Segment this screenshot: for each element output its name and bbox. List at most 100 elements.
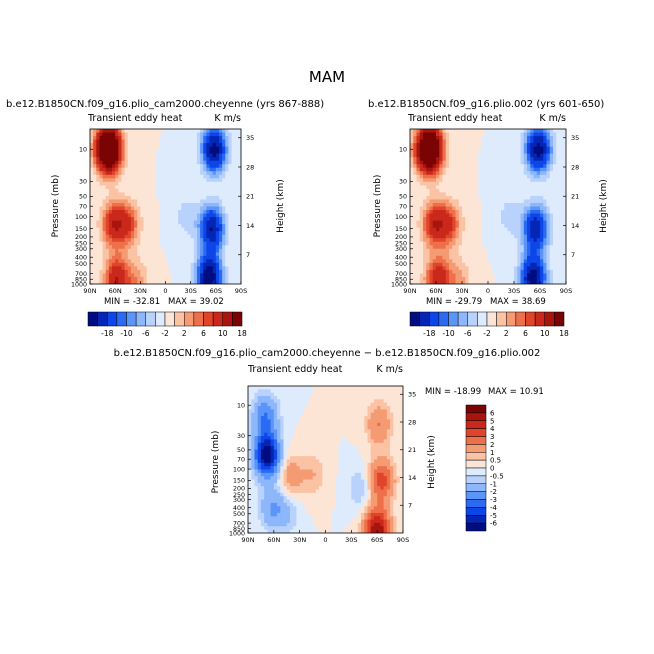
field-cell [234,276,239,282]
field-cell [162,139,167,144]
field-cell [93,238,97,243]
field-cell [112,224,116,229]
field-cell [105,188,110,194]
field-cell [203,153,207,158]
field-cell [209,276,214,282]
field-cell [190,153,195,158]
field-cell [174,178,179,183]
field-cell [536,220,541,225]
field-cell [286,406,291,410]
field-cell [168,206,173,211]
field-cell [520,129,525,134]
field-cell [165,132,170,137]
field-cell [190,252,195,257]
field-cell [553,220,557,225]
field-cell [257,392,262,397]
field-cell [193,192,198,197]
field-cell [162,217,167,222]
field-cell [115,132,119,137]
field-cell [121,202,126,208]
field-cell [429,259,434,264]
field-cell [501,192,505,197]
field-cell [162,245,167,250]
field-cell [465,199,470,204]
field-cell [426,210,431,215]
field-cell [556,171,561,176]
field-cell [488,276,492,282]
field-cell [491,202,496,208]
field-cell [481,280,486,284]
field-cell [184,136,189,141]
colorbar-swatch [155,311,166,327]
field-cell [491,157,496,162]
field-cell [478,269,483,275]
field-cell [215,206,220,211]
field-cell [215,164,220,169]
field-cell [140,259,145,264]
colorbar-label: 6 [201,329,206,338]
field-cell [105,224,110,229]
field-cell [399,419,403,424]
field-cell [124,199,129,204]
field-cell [436,178,440,183]
field-cell [140,241,145,246]
field-cell [99,224,104,229]
field-cell [475,132,479,137]
field-cell [452,241,457,246]
field-cell [93,273,97,278]
field-cell [458,164,463,169]
field-cell [507,252,512,257]
field-cell [149,248,154,253]
field-cell [149,202,154,208]
field-cell [118,224,123,229]
field-cell [299,422,304,427]
field-cell [527,266,531,271]
field-cell [146,146,151,151]
field-cell [436,280,440,284]
field-cell [559,178,564,183]
field-cell [225,280,230,284]
field-cell [449,143,453,148]
field-cell [523,280,528,284]
field-cell [468,206,473,211]
field-cell [423,224,427,229]
field-cell [254,399,259,404]
field-cell [556,164,561,169]
field-cell [149,206,154,211]
field-cell [468,245,473,250]
field-cell [218,280,223,284]
field-cell [267,386,272,390]
field-cell [520,266,525,271]
field-cell [190,262,195,267]
field-cell [501,234,505,239]
field-cell [193,273,198,278]
field-cell [468,178,473,183]
field-cell [416,241,421,246]
field-cell [523,174,528,179]
field-cell [429,153,434,158]
field-cell [260,399,265,404]
field-cell [228,146,233,151]
field-cell [380,409,385,414]
field-cell [231,231,236,236]
field-cell [168,136,173,141]
field-cell [533,241,538,246]
field-cell [165,248,170,253]
field-cell [222,199,226,204]
field-cell [533,234,538,239]
field-cell [354,389,359,394]
field-cell [501,202,505,208]
field-cell [156,202,160,208]
field-cell [112,238,116,243]
field-cell [134,153,138,158]
field-cell [312,412,317,417]
field-cell [105,280,110,284]
field-cell [514,220,518,225]
field-cell [491,255,496,260]
field-cell [377,386,381,390]
field-cell [559,269,564,275]
field-cell [549,164,554,169]
field-cell [130,129,135,134]
field-cell [146,136,151,141]
field-cell [429,171,434,176]
